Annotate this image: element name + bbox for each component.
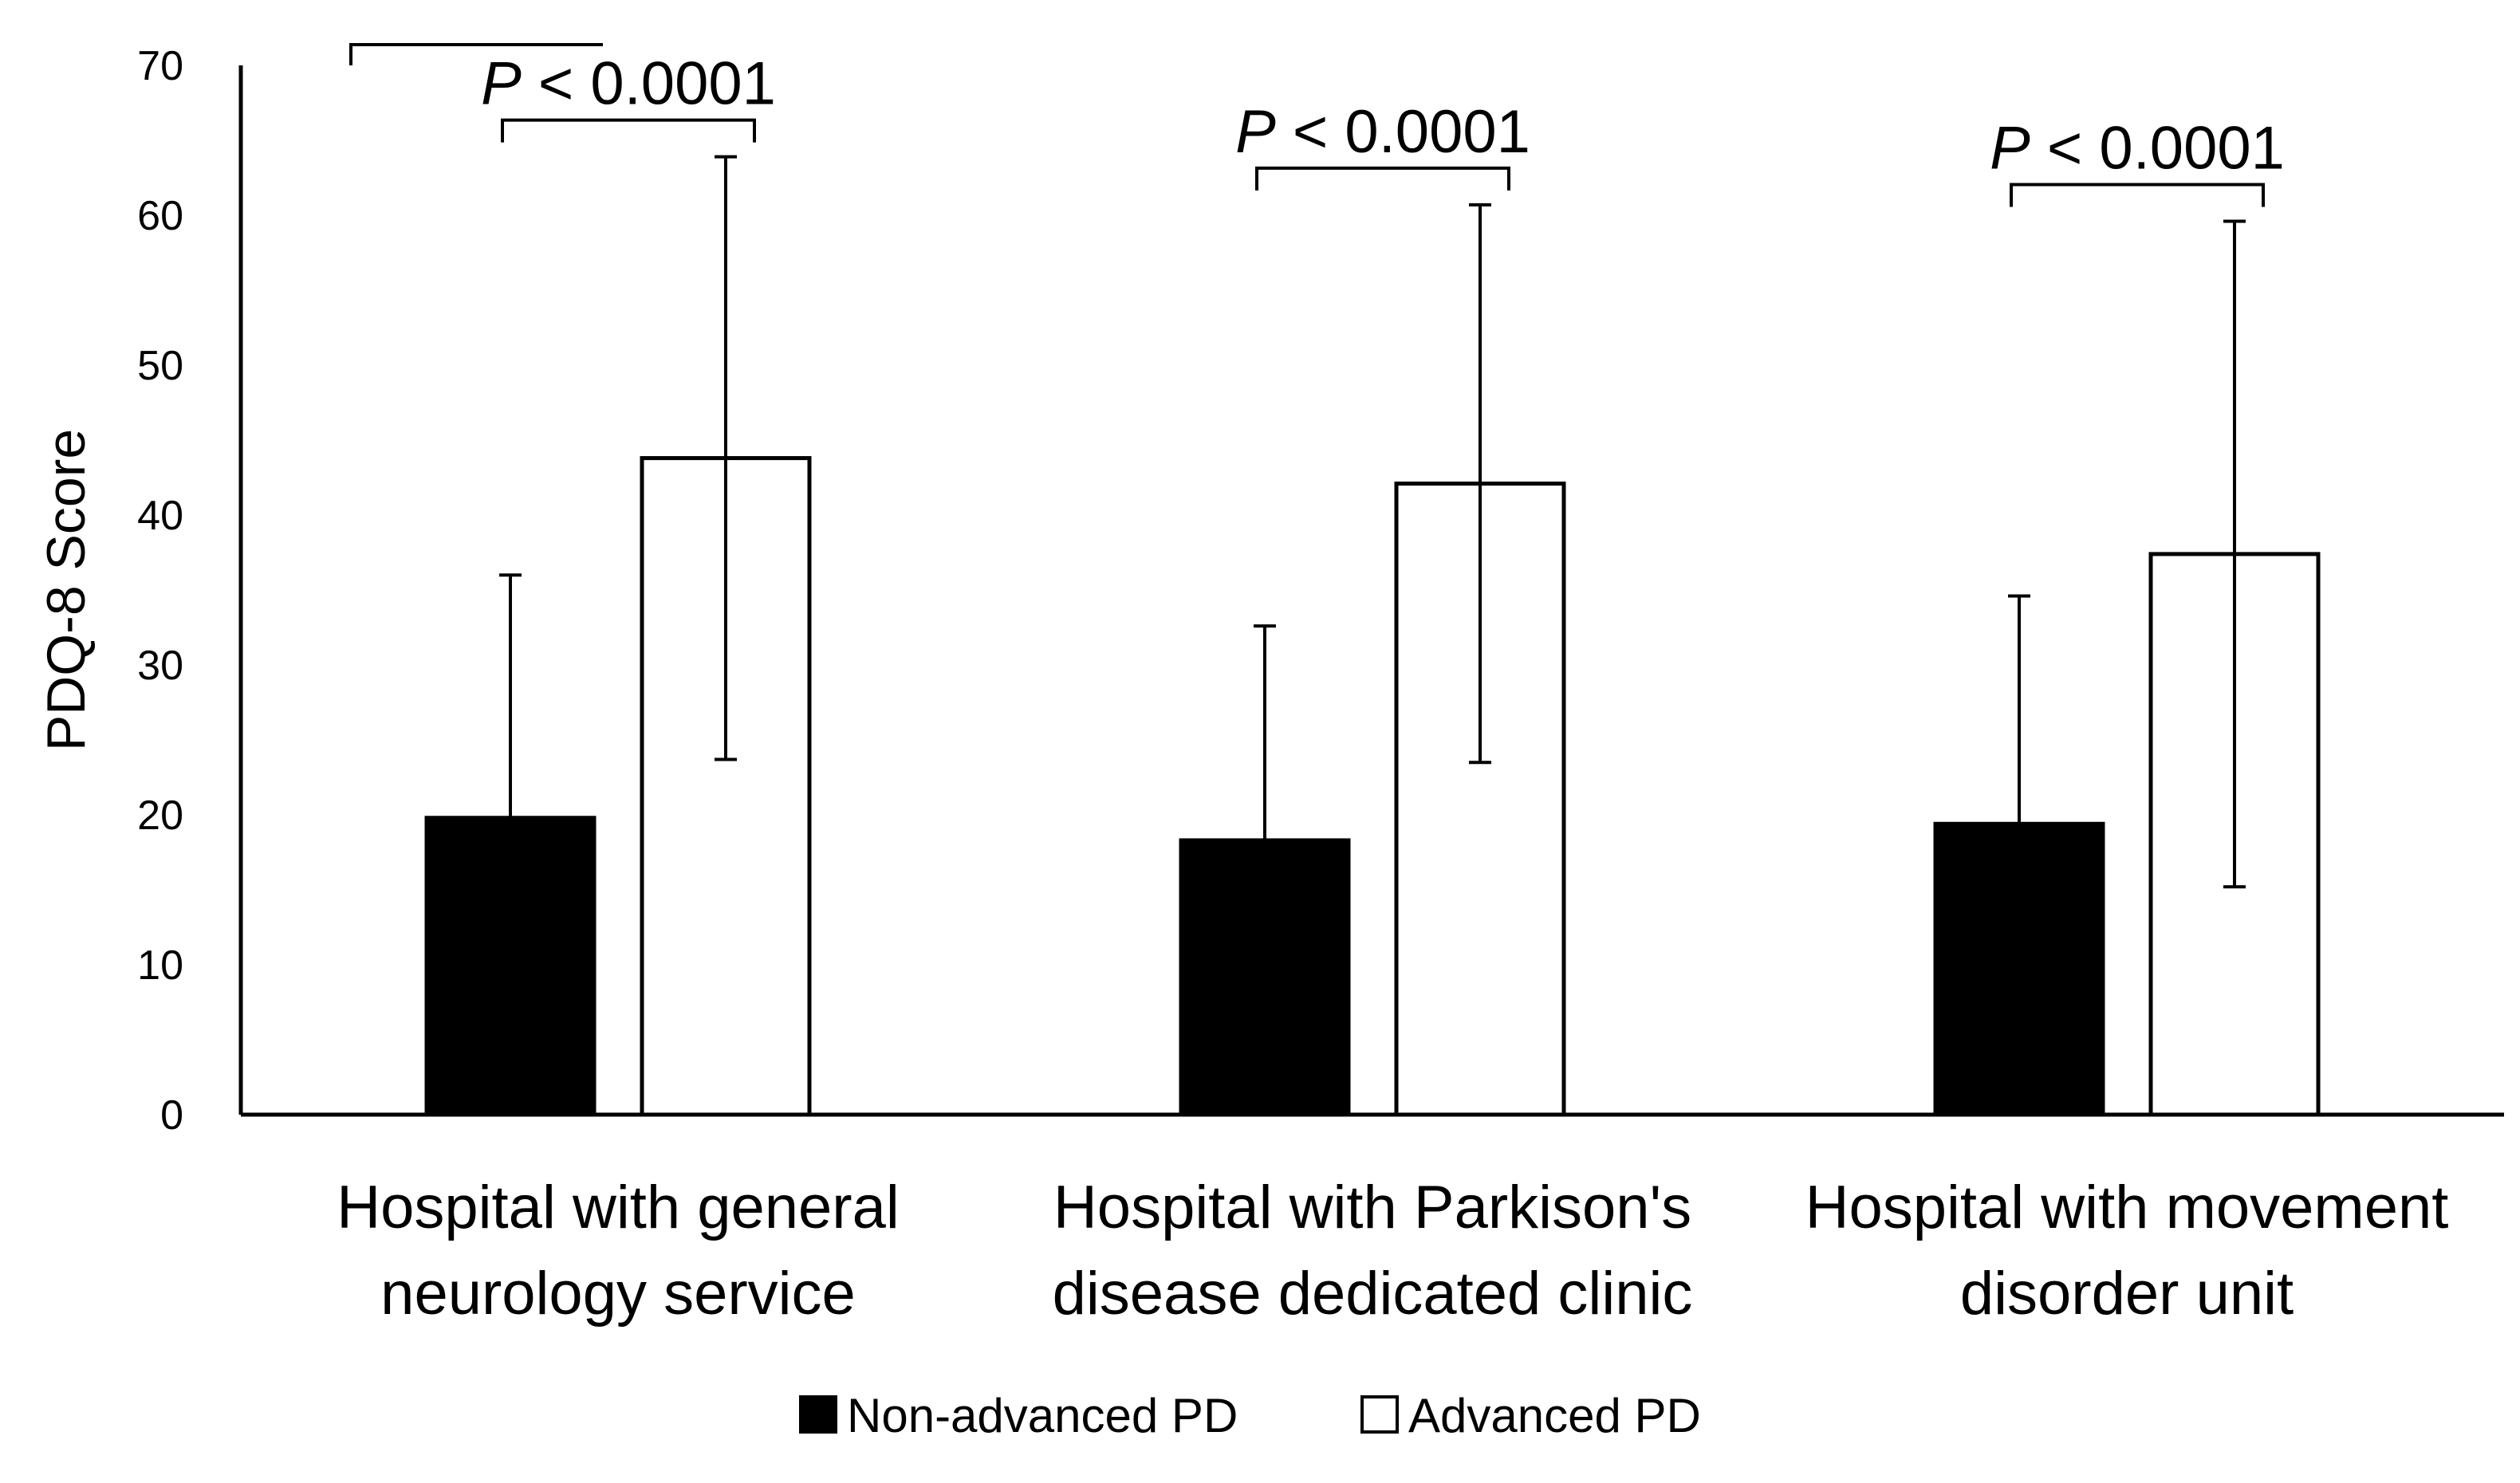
y-tick-label: 10 xyxy=(137,942,183,989)
legend-label-advanced: Advanced PD xyxy=(1408,1389,1701,1442)
x-category-label: Hospital with movement xyxy=(1805,1174,2449,1241)
x-category-label: neurology service xyxy=(380,1260,856,1328)
y-tick-label: 30 xyxy=(137,643,183,689)
x-category-label: Hospital with Parkison's xyxy=(1053,1174,1691,1241)
y-tick-label: 20 xyxy=(137,793,183,839)
y-tick-label: 0 xyxy=(160,1092,183,1139)
bracket-fragment xyxy=(349,43,603,65)
y-tick-label: 40 xyxy=(137,493,183,539)
significance-bracket xyxy=(1255,166,1510,191)
p-value-label: P < 0.0001 xyxy=(1990,115,2285,183)
p-value-label: P < 0.0001 xyxy=(1235,98,1530,166)
y-axis-title: PDQ-8 Score xyxy=(36,429,96,751)
bar-advanced xyxy=(640,456,812,1117)
y-tick-label: 70 xyxy=(137,43,183,89)
y-tick-label: 50 xyxy=(137,343,183,389)
x-category-label: Hospital with general xyxy=(337,1174,900,1241)
significance-bracket xyxy=(2010,183,2265,207)
significance-bracket xyxy=(501,118,756,143)
x-category-label: disease dedicated clinic xyxy=(1053,1260,1693,1328)
x-category-label: disorder unit xyxy=(1960,1260,2294,1328)
y-tick-label: 60 xyxy=(137,193,183,239)
p-value-label: P < 0.0001 xyxy=(481,50,776,118)
legend-swatch-non-advanced xyxy=(799,1395,837,1434)
legend-swatch-advanced xyxy=(1360,1395,1399,1434)
legend-label-non-advanced: Non-advanced PD xyxy=(847,1389,1238,1442)
